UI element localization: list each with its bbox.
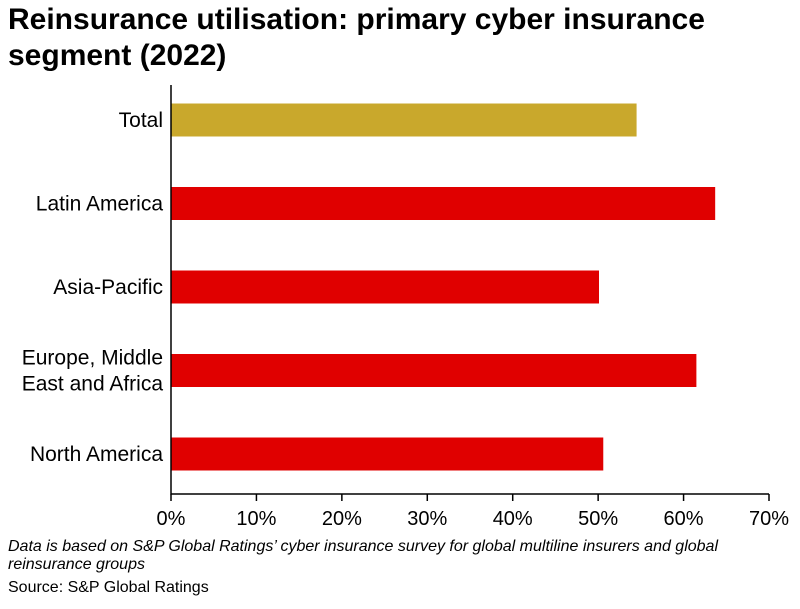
category-label-0: Total: [119, 109, 163, 132]
category-label-2: Asia-Pacific: [53, 276, 163, 299]
x-tick-label-3: 30%: [407, 508, 447, 530]
category-label-1: Latin America: [36, 193, 164, 216]
category-label-line: Europe, Middle: [22, 347, 163, 370]
category-label-line: Asia-Pacific: [53, 276, 163, 299]
category-label-line: East and Africa: [22, 373, 164, 396]
category-label-4: North America: [30, 443, 163, 466]
x-tick-label-4: 40%: [493, 508, 533, 530]
chart-title: Reinsurance utilisation: primary cyber i…: [8, 3, 705, 72]
x-tick-label-7: 70%: [749, 508, 789, 530]
category-label-3: Europe, Middle East and Africa: [22, 347, 164, 396]
source-note: Source: S&P Global Ratings: [8, 579, 209, 596]
x-axis: 0% 10% 20% 30% 40% 50% 60% 70%: [157, 85, 789, 530]
category-label-line: Total: [119, 109, 163, 132]
bar-3: [171, 354, 697, 387]
x-tick-label-5: 50%: [578, 508, 618, 530]
footnote: Data is based on S&P Global Ratings’ cyb…: [8, 538, 719, 573]
bar-4: [171, 437, 604, 471]
bar-0: [171, 103, 637, 137]
category-labels: Total Latin America Asia-Pacific Europe, Mi…: [22, 109, 164, 466]
bar-2: [171, 270, 599, 304]
bar-chart: Total Latin America Asia-Pacific Europe, Mi…: [22, 85, 789, 530]
bars-group: [171, 103, 716, 471]
x-tick-label-6: 60%: [664, 508, 704, 530]
bar-1: [171, 187, 716, 220]
x-tick-label-1: 10%: [236, 508, 276, 530]
x-tick-label-2: 20%: [322, 508, 362, 530]
category-label-line: Latin America: [36, 193, 164, 216]
x-tick-label-0: 0%: [157, 508, 186, 530]
category-label-line: North America: [30, 443, 163, 466]
